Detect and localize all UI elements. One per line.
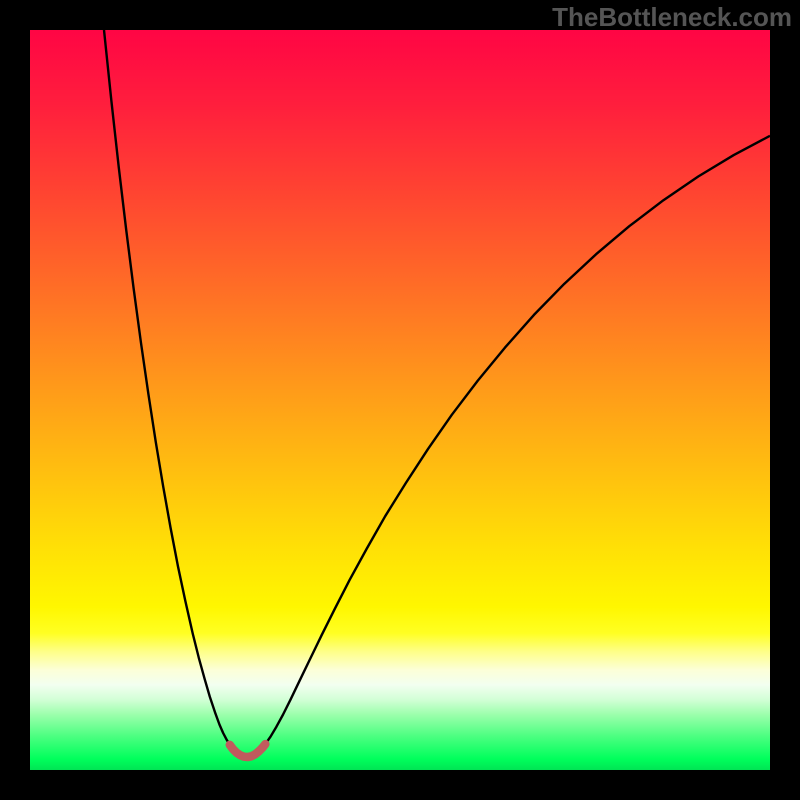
chart-svg — [30, 30, 770, 770]
gradient-background — [30, 30, 770, 770]
plot-area — [30, 30, 770, 770]
